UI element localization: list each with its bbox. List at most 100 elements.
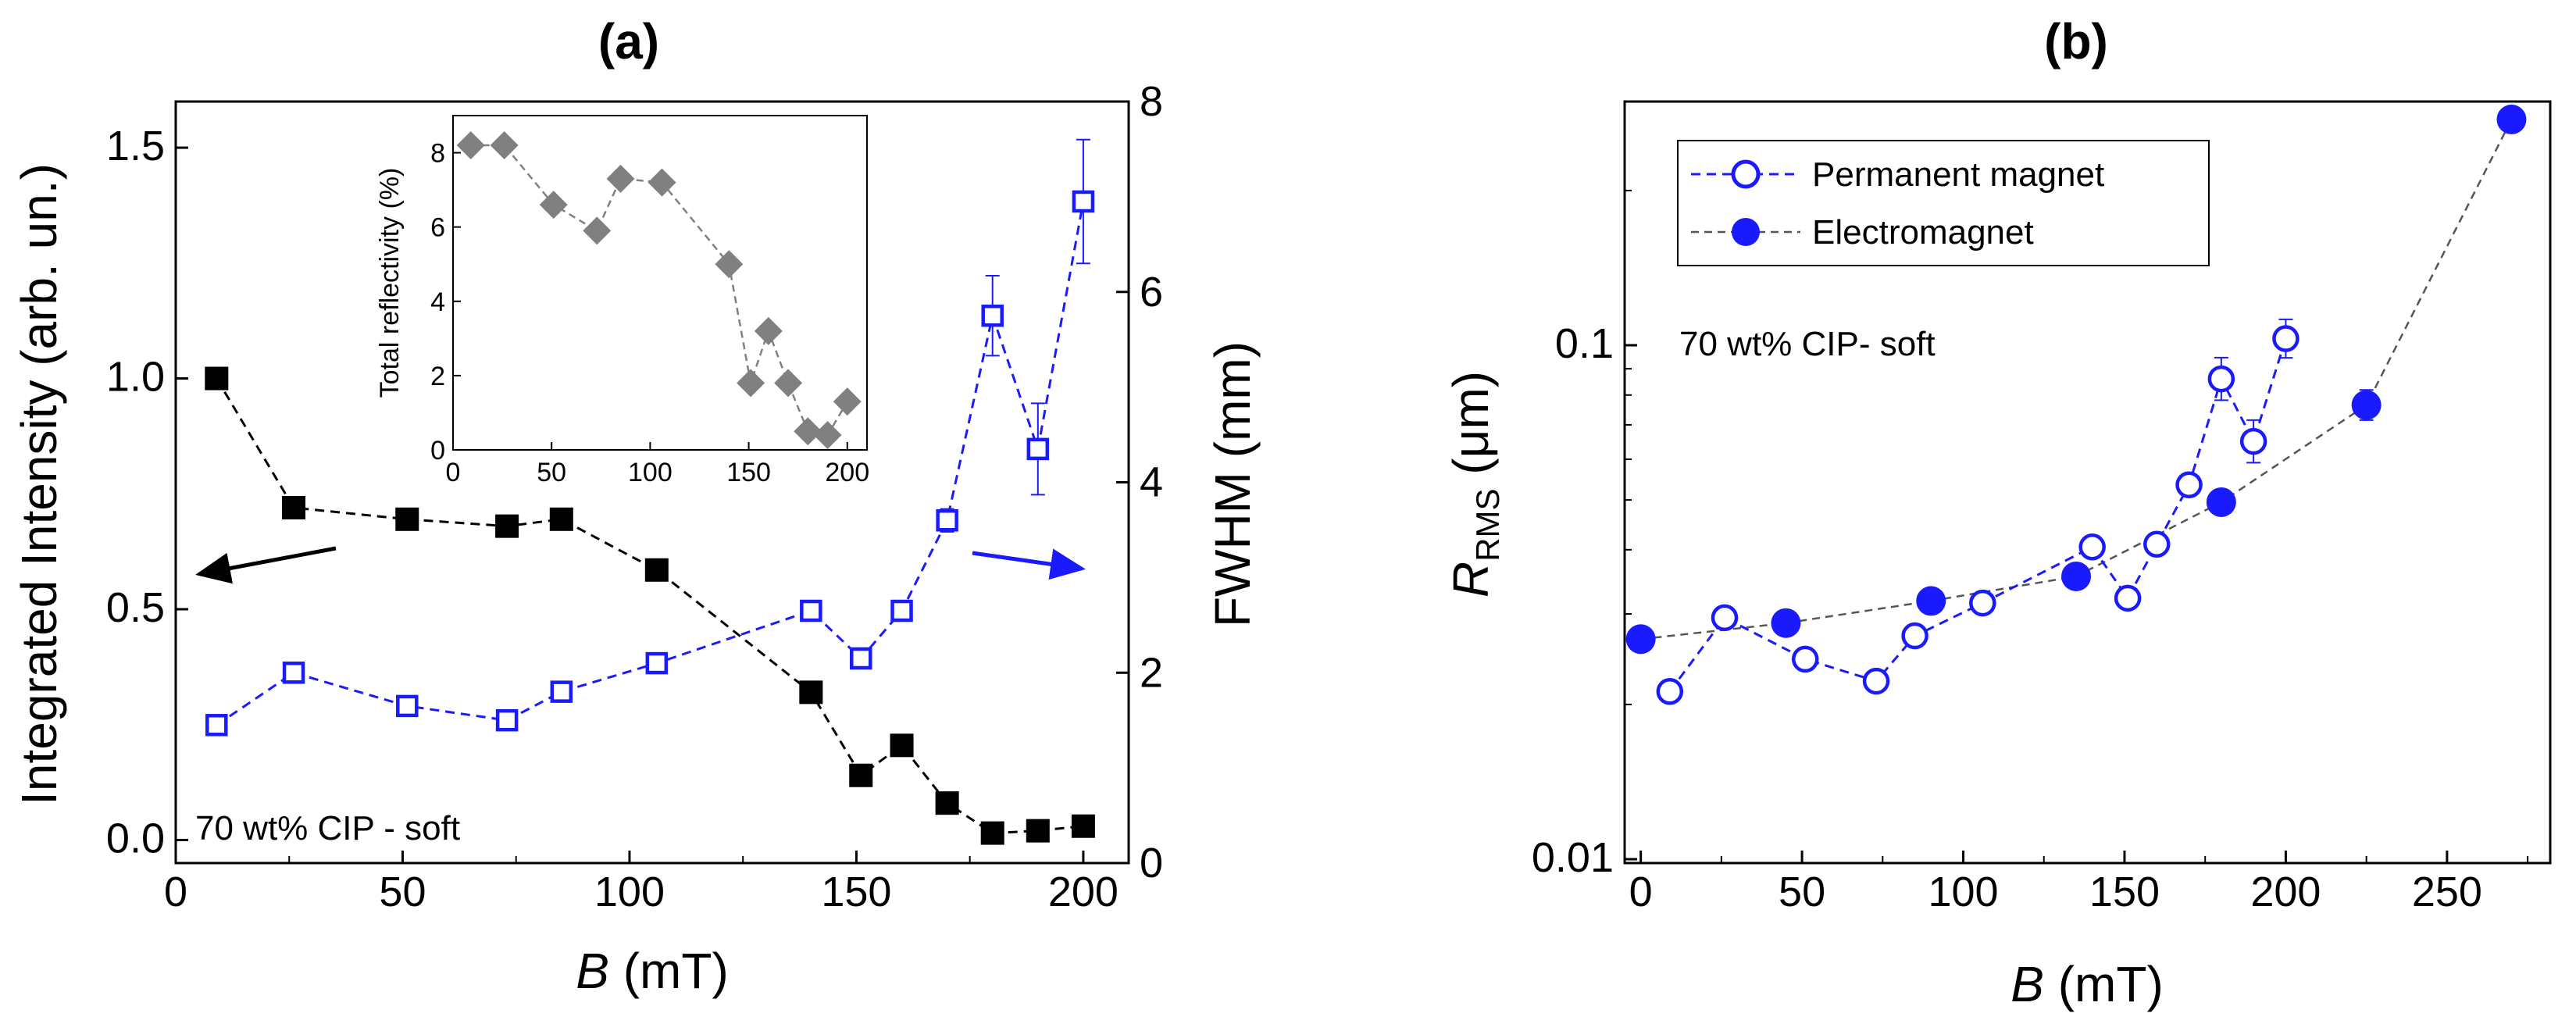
panel-a-y-left-ticks: 0.0 0.5 1.0 1.5 [106, 123, 188, 862]
electromagnet-point [2351, 390, 2382, 420]
inset-point [774, 369, 803, 398]
panel-a-y-right-label: FWHM (mm) [1204, 341, 1261, 627]
inset-points [456, 131, 862, 449]
panel-a-x-ticks: 0 50 100 150 200 [164, 851, 1119, 915]
panel-a-x-tick-label: 100 [594, 869, 665, 915]
electromagnet-point [1916, 586, 1946, 616]
inset-y-tick-label: 2 [430, 362, 445, 391]
electromagnet-points [1625, 104, 2527, 655]
intensity-point [849, 763, 873, 787]
legend-permanent-label: Permanent magnet [1812, 155, 2104, 194]
panel-a-y-right-tick-label: 0 [1140, 840, 1163, 887]
intensity-point [205, 366, 229, 391]
fwhm-points [205, 190, 1095, 737]
panel-a-x-label: B (mT) [576, 943, 729, 999]
permanent-point [2114, 584, 2142, 612]
panel-b-y-label: RRMS (μm) [1443, 371, 1506, 598]
intensity-points [205, 366, 1095, 845]
inset-x-tick-label: 100 [628, 458, 673, 487]
permanent-point [2175, 471, 2203, 498]
panel-a-y-right-tick-label: 4 [1140, 459, 1163, 506]
permanent-point [2207, 365, 2235, 393]
intensity-point [799, 680, 823, 705]
intensity-point [1026, 819, 1050, 843]
permanent-point [1656, 678, 1684, 705]
permanent-point [1901, 622, 1928, 650]
panel-b-y-label-var: R [1443, 562, 1499, 598]
panel-b-x-label-var: B [2010, 956, 2044, 1012]
fwhm-point [1026, 437, 1050, 461]
panel-a-y-left-tick-label: 0.0 [106, 815, 165, 862]
permanent-point [2239, 427, 2267, 455]
inset-y-tick-label: 6 [430, 213, 445, 243]
intensity-point [644, 558, 669, 582]
legend-electromagnet-marker [1732, 218, 1760, 246]
left-axis-arrow [195, 546, 337, 584]
panel-a-y-left-tick-label: 0.5 [106, 584, 165, 631]
inset-x-tick-label: 150 [726, 458, 771, 487]
inset-y-tick-label: 0 [430, 436, 445, 466]
inset-x-tick-label: 200 [825, 458, 869, 487]
inset-y-ticks: 0 2 4 6 8 [430, 139, 461, 466]
panel-b-x-tick-label: 250 [2412, 869, 2482, 915]
inset-point [754, 316, 783, 345]
legend-box [1677, 140, 2210, 266]
permanent-point [2272, 325, 2299, 352]
legend-electromagnet-label: Electromagnet [1812, 213, 2034, 252]
inset-point [456, 131, 485, 160]
panel-b-x-tick-label: 200 [2250, 869, 2321, 915]
legend-permanent-marker [1731, 159, 1761, 189]
inset-y-tick-label: 8 [430, 139, 445, 169]
panel-a-x-tick-label: 0 [164, 869, 187, 915]
inset-point [813, 420, 842, 449]
panel-b-label: (b) [2044, 13, 2108, 70]
fwhm-point [800, 599, 822, 623]
permanent-line [1668, 338, 2287, 693]
fwhm-point [849, 647, 872, 670]
inset-x-ticks: 0 50 100 150 200 [446, 442, 869, 487]
fwhm-point [981, 304, 1004, 327]
inset-frame [452, 115, 868, 451]
panel-b-y-tick-label: 0.01 [1532, 834, 1614, 881]
inset-point [794, 417, 822, 446]
panel-a-x-label-unit: (mT) [609, 943, 729, 999]
electromagnet-point [2496, 104, 2527, 134]
intensity-point [549, 507, 573, 531]
fwhm-point [282, 662, 305, 684]
panel-a-x-tick-label: 50 [379, 869, 426, 915]
intensity-point [980, 821, 1004, 845]
panel-a-y-right-tick-label: 2 [1140, 649, 1163, 696]
permanent-point [1862, 667, 1890, 695]
panel-a-y-right-tick-label: 6 [1140, 269, 1163, 316]
panel-a-x-tick-label: 150 [821, 869, 891, 915]
fwhm-point [205, 714, 228, 737]
intensity-point [395, 507, 419, 531]
panel-b-y-label-unit: (μm) [1443, 371, 1499, 489]
fwhm-point [936, 509, 958, 532]
panel-a-y-right-tick-label: 8 [1140, 78, 1163, 125]
inset-point [539, 191, 568, 219]
inset-x-tick-label: 50 [537, 458, 566, 487]
fwhm-point [890, 599, 913, 623]
panel-b-legend: Permanent magnet Electromagnet [1677, 140, 2210, 266]
permanent-point [2078, 533, 2106, 561]
intensity-point [282, 496, 306, 519]
inset-point [606, 164, 635, 193]
fwhm-point [1072, 190, 1095, 213]
inset-point [648, 168, 676, 197]
panel-b-annotation: 70 wt% CIP- soft [1679, 325, 1936, 363]
panel-b-x-tick-label: 100 [1928, 869, 1998, 915]
panel-b-x-tick-label: 150 [2089, 869, 2160, 915]
fwhm-point [495, 708, 519, 732]
intensity-point [1071, 814, 1095, 838]
panel-b-y-ticks: 0.01 0.1 [1532, 189, 1637, 881]
panel-a-annotation: 70 wt% CIP - soft [195, 809, 460, 847]
electromagnet-point [1625, 624, 1656, 655]
panel-b-y-label-sub: RMS [1469, 489, 1506, 562]
inset-y-label: Total reflectivity (%) [375, 168, 405, 398]
inset-point [583, 216, 612, 245]
intensity-point [495, 514, 519, 538]
inset-point [490, 131, 519, 160]
